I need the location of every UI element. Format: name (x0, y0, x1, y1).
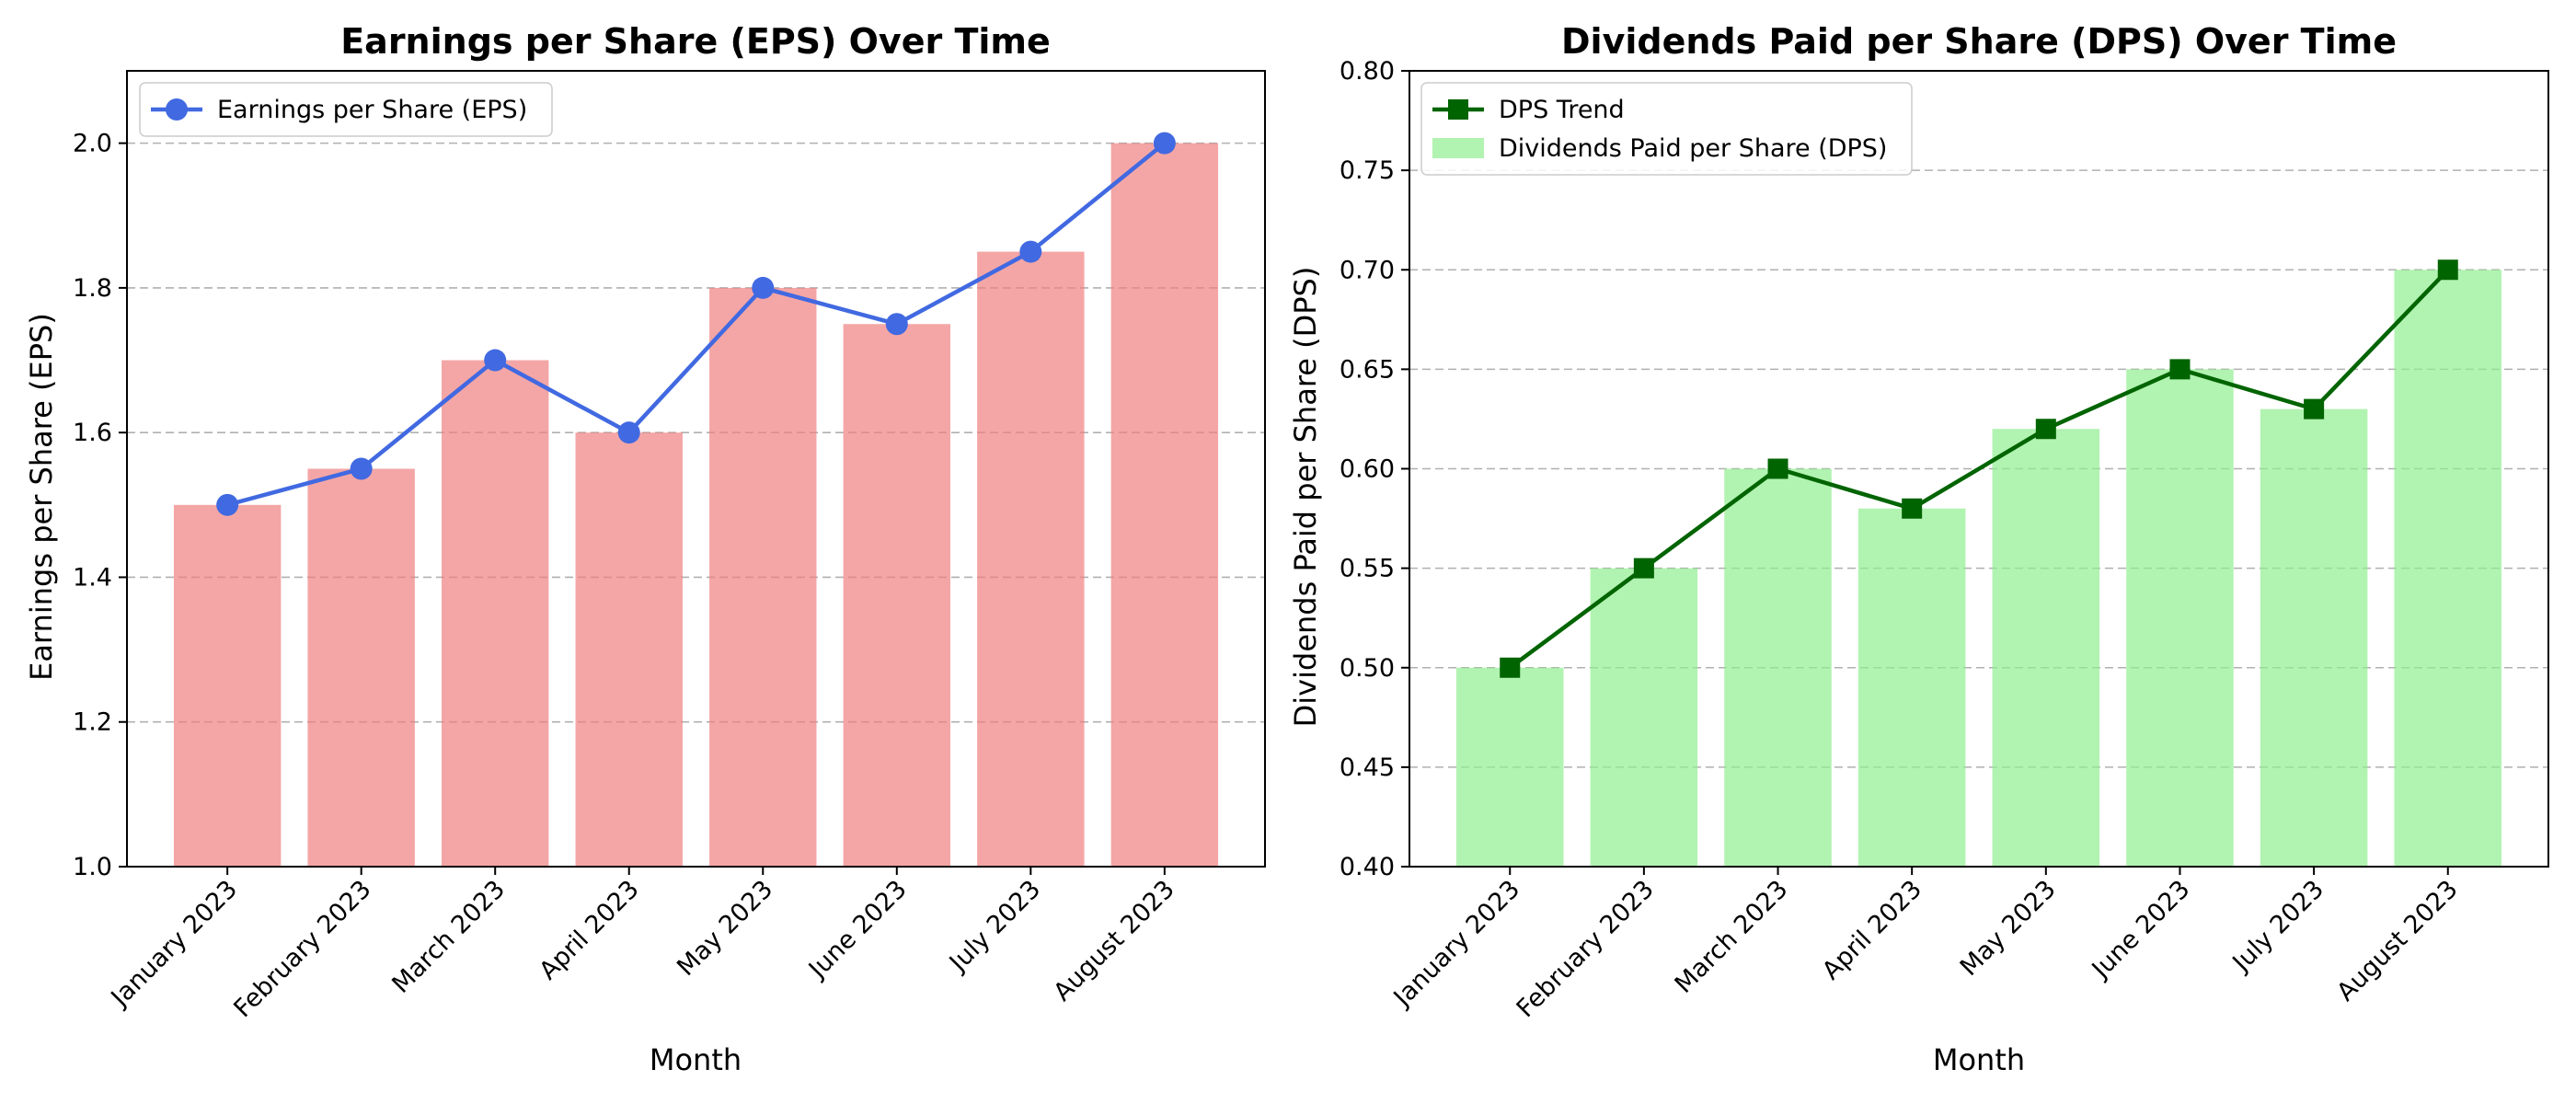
dps-x-axis-label: Month (1933, 1042, 2025, 1077)
dps-y-tick-label: 0.60 (1340, 455, 1395, 484)
dps-bar (2126, 369, 2234, 867)
dps-y-axis-label: Dividends Paid per Share (DPS) (1288, 267, 1323, 728)
eps-y-tick-label: 1.0 (73, 853, 112, 881)
eps-point (216, 493, 239, 516)
eps-bar (575, 432, 683, 867)
dps-point (2437, 259, 2458, 281)
dps-legend: DPS Trend Dividends Paid per Share (DPS) (1420, 82, 1913, 176)
dps-legend-box (1420, 82, 1913, 176)
dps-legend-label: DPS Trend (1499, 96, 1625, 124)
dps-bar (1590, 568, 1698, 867)
dps-point (1902, 498, 1923, 519)
dps-legend-label: Dividends Paid per Share (DPS) (1499, 134, 1887, 163)
eps-x-axis-label: Month (650, 1042, 742, 1077)
eps-bar (307, 468, 415, 867)
eps-y-axis-label: Earnings per Share (EPS) (24, 313, 59, 681)
eps-y-tick-label: 1.8 (73, 274, 112, 303)
eps-legend: Earnings per Share (EPS) (139, 82, 553, 137)
eps-bar (173, 504, 282, 867)
eps-point (484, 349, 507, 372)
dps-point (1767, 458, 1788, 479)
eps-legend-marker (166, 98, 188, 121)
eps-legend-label: Earnings per Share (EPS) (217, 96, 527, 124)
eps-y-tick-label: 1.6 (73, 419, 112, 447)
dps-point (2035, 419, 2056, 440)
dps-point (2304, 398, 2325, 420)
dps-point (1500, 657, 1521, 678)
dps-y-tick-label: 0.65 (1340, 355, 1395, 384)
eps-bar (1110, 143, 1219, 868)
dps-chart-title: Dividends Paid per Share (DPS) Over Time (1561, 21, 2397, 62)
dps-legend-bar-swatch (1432, 138, 1484, 158)
dps-bar (1992, 429, 2100, 867)
dps-legend-marker (1448, 99, 1468, 120)
eps-bar (977, 251, 1085, 867)
dps-y-tick-label: 0.55 (1340, 555, 1395, 583)
eps-bar (709, 287, 817, 868)
eps-y-tick-label: 2.0 (73, 130, 112, 158)
dps-y-tick-label: 0.50 (1340, 654, 1395, 683)
eps-bar (441, 360, 549, 868)
dps-y-ticks: 0.40 0.45 0.50 0.55 0.60 0.65 0.70 0.75 0.80 (1340, 57, 1409, 881)
dps-y-tick-label: 0.75 (1340, 156, 1395, 185)
eps-axes (126, 70, 1266, 868)
dps-bars (1455, 270, 2502, 867)
dps-y-tick-label: 0.45 (1340, 753, 1395, 782)
dps-bar (2260, 408, 2368, 867)
dps-point (2169, 359, 2191, 380)
dps-bar (1857, 508, 1966, 867)
eps-axes-frame (126, 70, 1266, 868)
eps-bars (173, 143, 1219, 868)
dps-y-tick-label: 0.40 (1340, 853, 1395, 881)
dps-point (1633, 558, 1654, 579)
eps-series-line (226, 141, 1167, 507)
eps-markers (216, 132, 1176, 516)
dps-y-tick-label: 0.70 (1340, 256, 1395, 284)
eps-point (1153, 132, 1176, 155)
dps-bar (1455, 667, 1564, 867)
eps-legend-box (139, 82, 553, 137)
dps-markers (1500, 259, 2458, 678)
dps-series-line (1508, 268, 2450, 670)
eps-point (885, 313, 908, 336)
eps-y-tick-label: 1.4 (73, 563, 112, 592)
eps-line (226, 141, 1167, 507)
dps-line (1508, 268, 2450, 670)
eps-point (617, 421, 640, 444)
eps-point (1019, 240, 1042, 263)
eps-chart-title: Earnings per Share (EPS) Over Time (340, 21, 1051, 62)
eps-y-tick-label: 1.2 (73, 708, 112, 737)
eps-y-ticks: 1.0 1.2 1.4 1.6 1.8 2.0 (73, 130, 127, 881)
eps-point (350, 457, 373, 480)
eps-point (752, 276, 775, 299)
eps-bar (843, 324, 951, 867)
dps-bar (2394, 270, 2502, 867)
dps-y-tick-label: 0.80 (1340, 57, 1395, 86)
dps-bar (1724, 468, 1832, 867)
